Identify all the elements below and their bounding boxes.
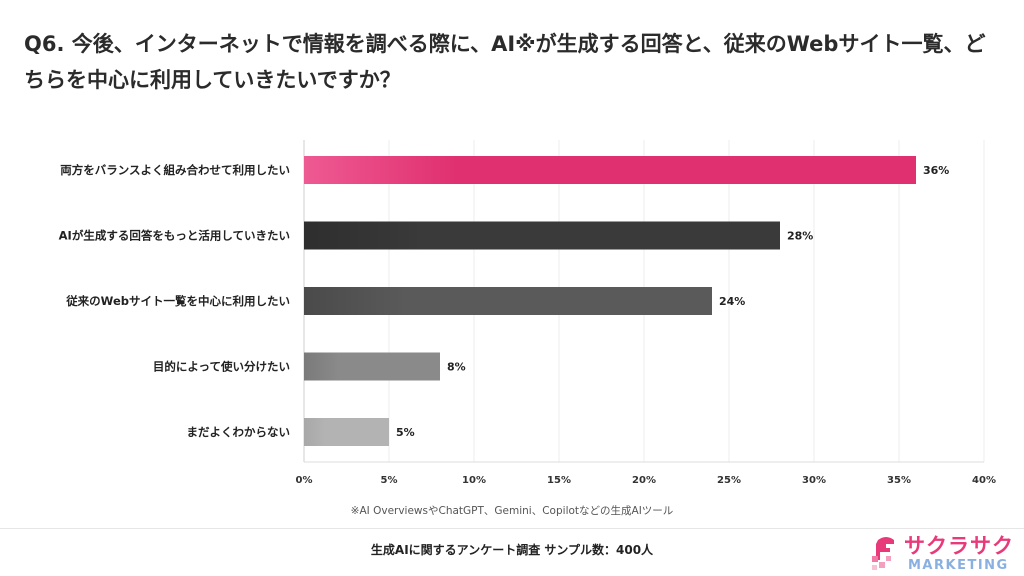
- logo-mark-icon: [872, 537, 894, 570]
- bar: [304, 287, 712, 315]
- bar-chart: 0% 5% 10% 15% 20% 25% 30% 35% 40% 両方をバランスよく組み合わせて…: [59, 140, 996, 486]
- x-tick-label: 0%: [296, 475, 313, 486]
- value-label: 24%: [719, 295, 745, 308]
- chart-title: Q6. 今後、インターネットで情報を調べる際に、AI※が生成する回答と、従来のW…: [24, 32, 986, 92]
- survey-footer: 生成AIに関するアンケート調査 サンプル数：400人: [370, 543, 654, 557]
- x-tick-label: 30%: [802, 475, 826, 486]
- x-tick-label: 25%: [717, 475, 741, 486]
- x-tick-label: 35%: [887, 475, 911, 486]
- labels: 0% 5% 10% 15% 20% 25% 30% 35% 40% 両方をバランスよく組み合わせて…: [59, 163, 996, 486]
- company-logo: サクラサク MARKETING: [868, 530, 1024, 576]
- bar: [304, 156, 916, 184]
- bar: [304, 418, 389, 446]
- logo-text-marketing: MARKETING: [908, 558, 1009, 573]
- x-tick-label: 10%: [462, 475, 486, 486]
- bar: [304, 221, 780, 250]
- bars: [304, 156, 916, 446]
- bar: [304, 352, 440, 381]
- footnote: ※AI OverviewsやChatGPT、Gemini、Copilotなどの生…: [350, 505, 674, 517]
- footer-divider: [0, 528, 1024, 529]
- x-tick-label: 5%: [381, 475, 398, 486]
- x-tick-label: 40%: [972, 475, 996, 486]
- x-tick-label: 15%: [547, 475, 571, 486]
- value-label: 8%: [447, 361, 466, 374]
- x-tick-label: 20%: [632, 475, 656, 486]
- logo-text-sakurasaku: サクラサク: [904, 534, 1014, 558]
- category-label: 両方をバランスよく組み合わせて利用したい: [60, 163, 290, 177]
- category-label: 目的によって使い分けたい: [153, 360, 290, 374]
- category-label: 従来のWebサイト一覧を中心に利用したい: [65, 294, 290, 308]
- value-label: 28%: [787, 230, 813, 243]
- value-label: 36%: [923, 164, 949, 177]
- category-label: まだよくわからない: [187, 425, 291, 439]
- grid-lines: [303, 140, 985, 463]
- category-label: AIが生成する回答をもっと活用していきたい: [59, 229, 290, 243]
- value-label: 5%: [396, 426, 415, 439]
